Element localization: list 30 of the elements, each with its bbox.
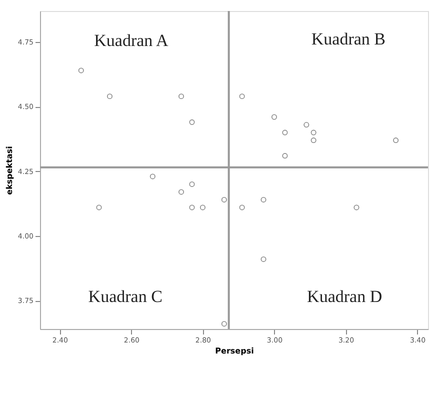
point (271, 114, 277, 120)
point (260, 256, 266, 262)
point (354, 204, 360, 210)
point (239, 204, 245, 210)
y-axis-title: ekspektasi (4, 146, 14, 195)
point (178, 94, 184, 100)
annotation: Kuadran C (88, 287, 162, 306)
point (393, 138, 399, 144)
point (200, 204, 206, 210)
point (282, 130, 288, 136)
x-axis-title: Persepsi (215, 346, 254, 356)
point (221, 196, 227, 202)
point (260, 196, 266, 202)
point (310, 138, 316, 144)
point (189, 119, 195, 125)
annotation: Kuadran D (307, 287, 382, 306)
point (78, 68, 84, 74)
point (106, 94, 112, 100)
point (96, 204, 102, 210)
annotation: Kuadran B (311, 30, 386, 49)
annotation: Kuadran A (94, 31, 169, 50)
point (304, 122, 310, 128)
point (310, 130, 316, 136)
point (189, 181, 195, 187)
point (189, 204, 195, 210)
point (178, 189, 184, 195)
point (239, 94, 245, 100)
point (221, 321, 227, 327)
point (150, 174, 156, 180)
point (282, 153, 288, 159)
